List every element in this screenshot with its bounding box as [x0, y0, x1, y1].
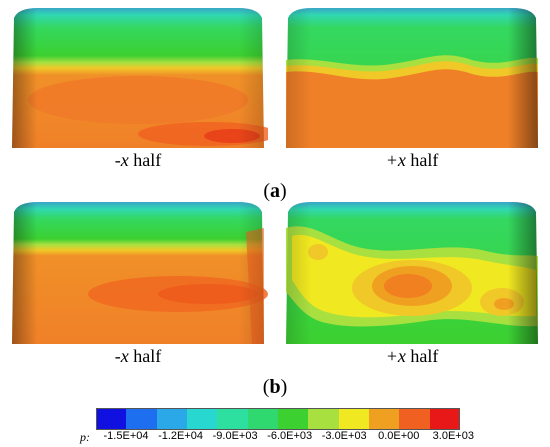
- caption-b-left-text: half: [128, 346, 162, 366]
- caption-a-left-var: -x: [114, 150, 129, 170]
- subfigure-label-b: (b): [245, 376, 305, 399]
- colorbar-tick-label: 0.0E+00: [378, 430, 420, 442]
- subfigure-a-open: (: [263, 180, 270, 202]
- caption-b-right-text: half: [405, 346, 439, 366]
- subfigure-b-close: ): [280, 376, 288, 398]
- colorbar-tick-label: -9.0E+03: [212, 430, 258, 442]
- caption-b-right-var: +x: [385, 346, 406, 366]
- contour-panel-a-right: [282, 8, 542, 148]
- colorbar-tick-label: -1.2E+04: [158, 430, 204, 442]
- colorbar-swatch: [156, 408, 187, 430]
- colorbar-swatch: [126, 408, 157, 430]
- caption-b-left: -x half: [98, 346, 178, 367]
- colorbar-tick-label: 3.0E+03: [432, 430, 474, 442]
- colorbar-tick-label: -1.5E+04: [103, 430, 149, 442]
- colorbar-swatch: [429, 408, 460, 430]
- colorbar-swatch: [368, 408, 400, 430]
- caption-a-right: +x half: [372, 150, 452, 171]
- colorbar-swatch: [277, 408, 309, 430]
- caption-b-left-var: -x: [114, 346, 129, 366]
- colorbar-swatch: [186, 408, 218, 430]
- contour-panel-b-left: [8, 202, 268, 344]
- caption-b-right: +x half: [372, 346, 452, 367]
- colorbar-tick-label: -6.0E+03: [267, 430, 313, 442]
- colorbar-tick-label: -3.0E+03: [321, 430, 367, 442]
- colorbar-swatch: [217, 408, 248, 430]
- colorbar-swatch: [96, 408, 127, 430]
- subfigure-label-a: (a): [245, 180, 305, 203]
- caption-a-left: -x half: [98, 150, 178, 171]
- colorbar-swatch: [399, 408, 430, 430]
- subfigure-a-close: ): [280, 180, 287, 202]
- contour-panel-a-left: [8, 8, 268, 148]
- subfigure-b-letter: b: [269, 376, 281, 398]
- subfigure-b-open: (: [262, 376, 270, 398]
- colorbar-swatch: [247, 408, 278, 430]
- subfigure-a-letter: a: [270, 180, 280, 202]
- colorbar-variable-label: p:: [80, 430, 90, 444]
- caption-a-right-text: half: [405, 150, 439, 170]
- colorbar-swatch: [308, 408, 339, 430]
- caption-a-right-var: +x: [385, 150, 406, 170]
- colorbar-swatch: [338, 408, 369, 430]
- contour-panel-b-right: [282, 202, 542, 344]
- caption-a-left-text: half: [128, 150, 162, 170]
- colorbar: [96, 408, 460, 430]
